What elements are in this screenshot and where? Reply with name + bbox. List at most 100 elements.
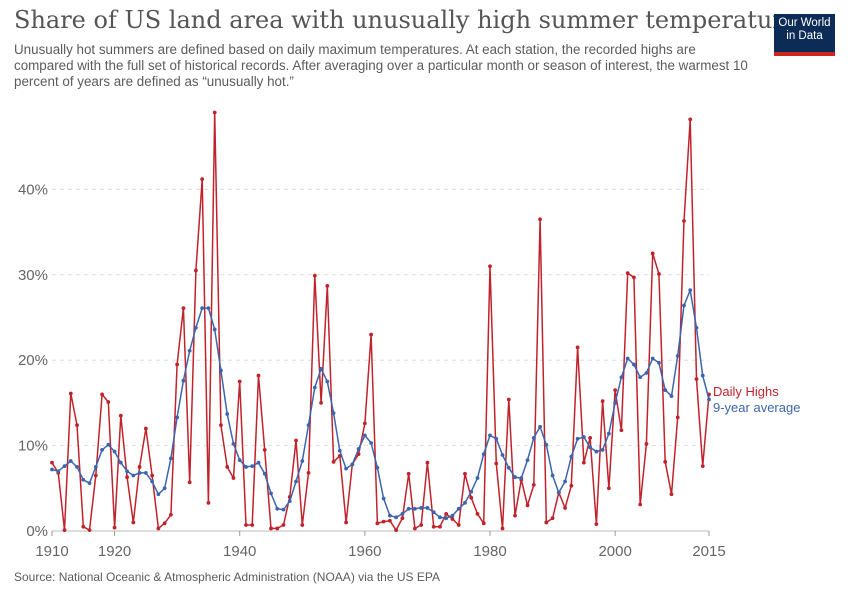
daily-highs-point xyxy=(219,423,223,428)
nine-year-average-point xyxy=(237,458,242,463)
daily-highs-point xyxy=(494,461,499,466)
nine-year-average-point xyxy=(106,442,111,447)
x-tick-label: 1920 xyxy=(98,543,131,560)
nine-year-average-point xyxy=(488,433,492,438)
daily-highs-point xyxy=(600,399,605,404)
nine-year-average-point xyxy=(556,490,561,495)
nine-year-average-point xyxy=(450,513,455,518)
daily-highs-point xyxy=(162,521,167,526)
nine-year-average-point xyxy=(118,460,123,465)
daily-highs-point xyxy=(100,392,104,397)
daily-highs-point xyxy=(682,219,686,223)
daily-highs-point xyxy=(387,518,392,523)
daily-highs-point xyxy=(669,492,674,497)
nine-year-average-point xyxy=(694,325,699,330)
daily-highs-point xyxy=(444,512,449,516)
daily-highs-point xyxy=(500,526,505,531)
daily-highs-point xyxy=(262,447,267,452)
nine-year-average-point xyxy=(187,348,192,353)
source-note: Source: National Oceanic & Atmospheric A… xyxy=(14,570,440,584)
nine-year-average-point xyxy=(319,366,323,371)
nine-year-average-point xyxy=(406,506,411,511)
daily-highs-point xyxy=(206,500,211,505)
nine-year-average-point xyxy=(93,465,98,469)
nine-year-average-point xyxy=(663,388,668,392)
nine-year-average-point xyxy=(632,362,636,367)
daily-highs-point xyxy=(362,421,367,426)
nine-year-average-point xyxy=(56,469,61,474)
nine-year-average-point xyxy=(175,415,180,420)
nine-year-average-point xyxy=(707,397,711,402)
daily-highs-point xyxy=(275,526,280,531)
nine-year-average-point xyxy=(481,452,486,457)
nine-year-average-point xyxy=(356,447,361,451)
daily-highs-point xyxy=(112,525,117,530)
daily-highs-point xyxy=(619,428,624,433)
daily-highs-label: Daily Highs xyxy=(713,384,779,399)
daily-highs-point xyxy=(375,521,380,526)
daily-highs-point xyxy=(325,284,330,288)
daily-highs-point xyxy=(638,502,643,507)
nine-year-average-point xyxy=(588,445,593,450)
daily-highs-point xyxy=(156,526,161,531)
daily-highs-point xyxy=(688,117,693,122)
x-tick-label: 1960 xyxy=(348,543,381,560)
y-tick-label: 30% xyxy=(18,267,48,284)
x-tick-label: 1940 xyxy=(223,543,256,560)
nine-year-average-point xyxy=(538,424,542,429)
nine-year-average-point xyxy=(369,441,374,445)
daily-highs-point xyxy=(106,400,111,404)
nine-year-average-point xyxy=(100,447,104,452)
nine-year-average-point xyxy=(513,475,517,480)
daily-highs-point xyxy=(481,521,486,526)
nine-year-average-point xyxy=(81,477,86,482)
daily-highs-point xyxy=(75,423,79,428)
daily-highs-point xyxy=(700,464,705,468)
daily-highs-point xyxy=(137,465,142,469)
daily-highs-point xyxy=(563,506,567,510)
nine-year-average-point xyxy=(287,499,292,504)
daily-highs-point xyxy=(606,486,611,491)
y-tick-label: 40% xyxy=(18,181,48,198)
daily-highs-point xyxy=(663,459,668,464)
nine-year-average-point xyxy=(269,491,273,496)
daily-highs-point xyxy=(369,332,374,337)
daily-highs-point xyxy=(575,345,580,350)
nine-year-average-point xyxy=(143,471,148,475)
daily-highs-point xyxy=(194,268,198,273)
nine-year-average-line xyxy=(51,289,710,519)
daily-highs-point xyxy=(544,520,549,525)
nine-year-average-point xyxy=(500,453,505,457)
daily-highs-point xyxy=(431,524,436,529)
chart-title: Share of US land area with unusually hig… xyxy=(14,6,811,34)
x-tick-label: 2015 xyxy=(692,543,725,560)
logo-line-2: in Data xyxy=(786,30,823,42)
nine-year-average-point xyxy=(200,306,205,311)
daily-highs-point xyxy=(419,523,424,527)
nine-year-average-point xyxy=(381,496,386,501)
nine-year-average-point xyxy=(250,464,255,468)
owid-logo[interactable]: Our World in Data xyxy=(774,14,835,56)
nine-year-average-point xyxy=(638,375,643,380)
daily-highs-point xyxy=(413,526,417,531)
nine-year-average-point xyxy=(431,510,436,515)
nine-year-average-point xyxy=(682,303,686,308)
nine-year-average-point xyxy=(669,394,674,398)
nine-year-average-point xyxy=(275,506,280,511)
daily-highs-point xyxy=(175,362,180,367)
nine-year-average-point xyxy=(419,506,424,510)
nine-year-average-point xyxy=(525,458,530,463)
nine-year-average-point xyxy=(206,306,211,311)
daily-highs-point xyxy=(187,480,192,485)
daily-highs-point xyxy=(168,512,173,517)
daily-highs-point xyxy=(525,503,530,508)
daily-highs-point xyxy=(269,526,273,531)
daily-highs-point xyxy=(425,460,430,465)
daily-highs-point xyxy=(594,522,599,527)
nine-year-average-point xyxy=(312,385,317,390)
daily-highs-point xyxy=(294,438,298,443)
daily-highs-point xyxy=(87,528,92,533)
daily-highs-point xyxy=(331,459,336,464)
nine-year-average-point xyxy=(700,373,705,378)
daily-highs-point xyxy=(281,523,286,527)
